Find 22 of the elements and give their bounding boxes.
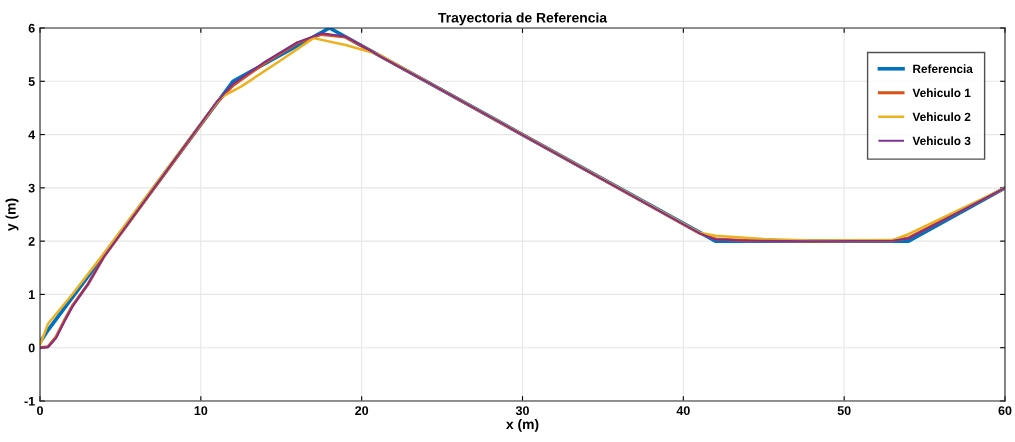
legend-label: Vehiculo 3 <box>912 136 971 146</box>
y-tick-label: 2 <box>28 236 35 246</box>
legend-label: Vehiculo 1 <box>912 88 971 98</box>
y-tick-label: 0 <box>28 343 35 353</box>
x-axis-title: x (m) <box>506 418 539 432</box>
x-tick-label: 60 <box>998 406 1012 416</box>
y-tick-label: 4 <box>28 130 36 140</box>
y-axis-title: y (m) <box>5 198 19 231</box>
y-tick-label: 1 <box>28 290 35 299</box>
x-tick-label: 20 <box>355 406 369 416</box>
x-tick-label: 30 <box>515 406 529 416</box>
x-tick-label: 10 <box>194 406 208 416</box>
x-tick-label: 40 <box>676 406 690 416</box>
legend-label: Vehiculo 2 <box>912 112 971 122</box>
x-tick-label: 0 <box>37 406 43 416</box>
chart-title: Trayectoria de Referencia <box>438 12 608 26</box>
y-tick-label: -1 <box>24 396 35 406</box>
y-tick-label: 3 <box>28 183 35 193</box>
y-tick-label: 6 <box>28 23 35 33</box>
legend-label: Referencia <box>913 64 973 74</box>
y-tick-label: 5 <box>28 77 35 86</box>
x-tick-label: 50 <box>837 406 851 416</box>
